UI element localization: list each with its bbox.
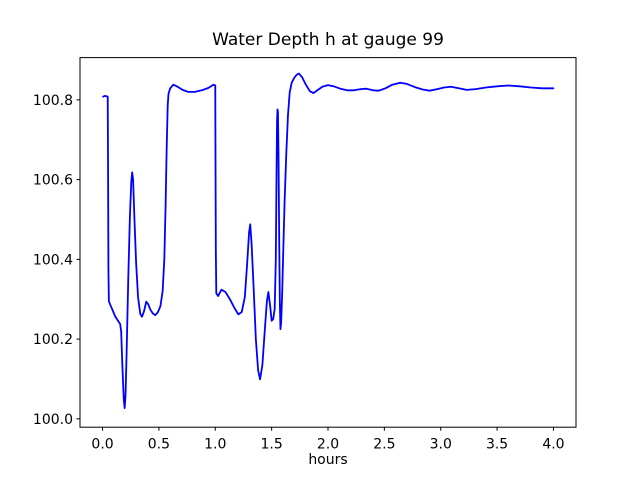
y-tick-label: 100.2 [33, 332, 73, 348]
y-tick-label: 100.4 [33, 252, 73, 268]
x-tick-label: 0.0 [91, 437, 113, 453]
y-tick-label: 100.6 [33, 173, 73, 189]
depth-line [102, 72, 555, 409]
x-tick-label: 2.0 [317, 437, 339, 453]
x-tick-label: 2.5 [373, 437, 395, 453]
x-tick-label: 1.5 [261, 437, 283, 453]
x-tick-label: 1.0 [204, 437, 226, 453]
y-tick-label: 100.0 [33, 412, 73, 428]
x-tick-label: 3.0 [430, 437, 452, 453]
x-axis-label: hours [308, 452, 348, 468]
x-tick-label: 4.0 [542, 437, 564, 453]
x-tick-label: 0.5 [148, 437, 170, 453]
chart-title: Water Depth h at gauge 99 [212, 30, 444, 50]
x-tick-label: 3.5 [486, 437, 508, 453]
y-tick-label: 100.8 [33, 93, 73, 109]
axes-frame [79, 57, 577, 428]
